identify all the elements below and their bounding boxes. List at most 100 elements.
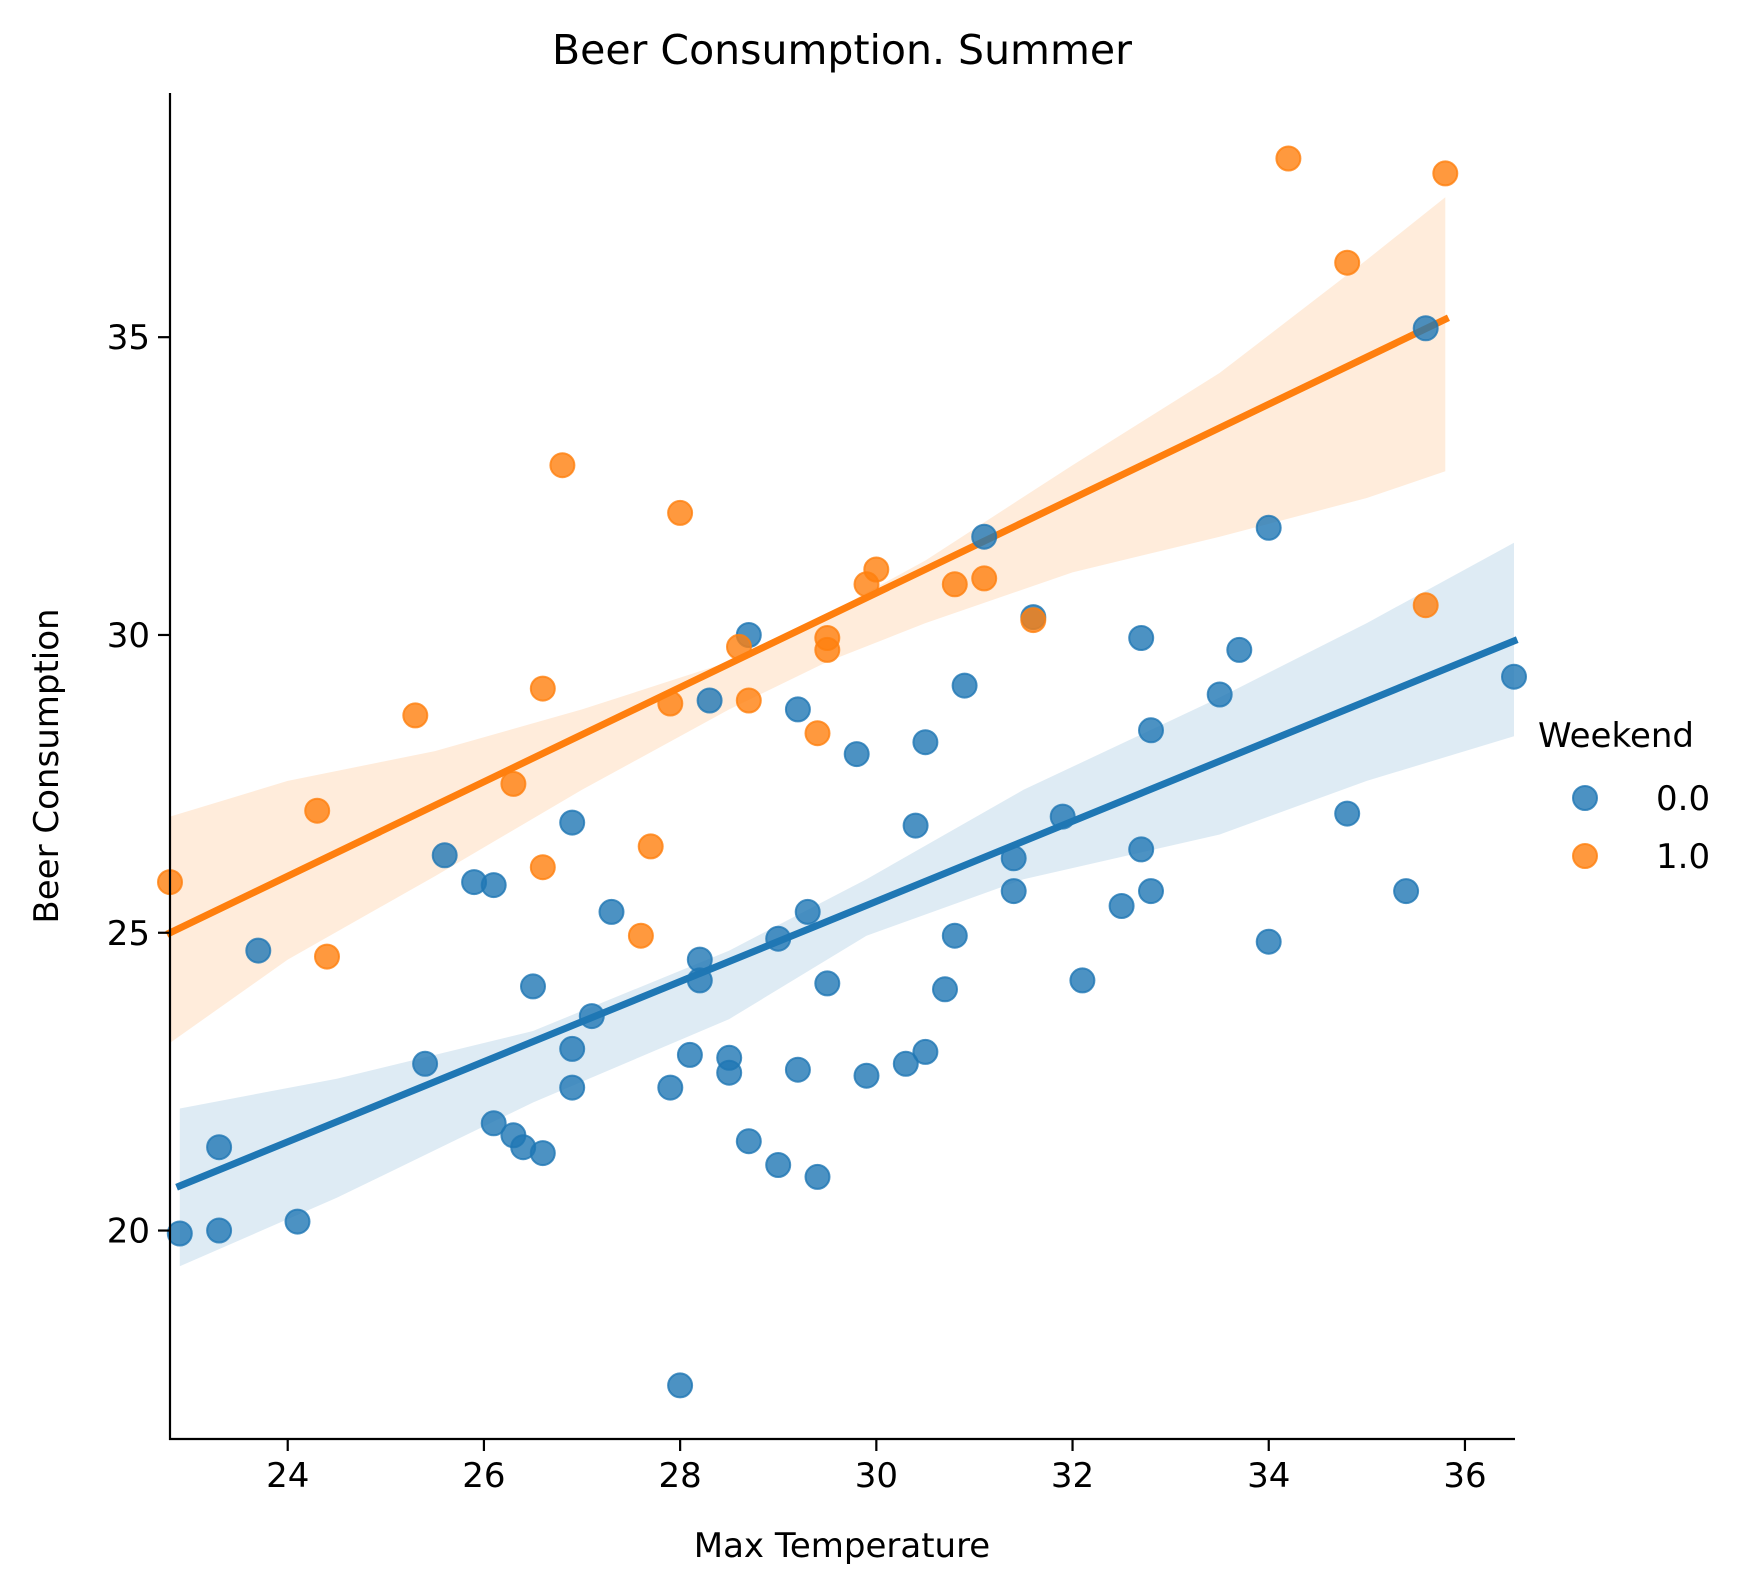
x-axis-label: Max Temperature	[694, 1526, 990, 1566]
data-point	[206, 1134, 233, 1161]
data-point	[304, 797, 331, 824]
regression-line-series-1	[165, 314, 1450, 938]
x-tick-label: 34	[1247, 1456, 1290, 1496]
x-tick-label: 32	[1051, 1456, 1094, 1496]
data-point	[765, 1152, 792, 1178]
data-point	[1393, 878, 1420, 905]
points-series-1	[157, 145, 1459, 970]
y-axis-ticks: 20 25 30 35	[107, 318, 170, 1252]
y-tick-label: 35	[107, 318, 150, 358]
data-point	[784, 696, 811, 723]
data-point	[814, 970, 841, 997]
legend-title: Weekend	[1538, 716, 1694, 756]
data-point	[1501, 663, 1527, 690]
data-point	[431, 842, 458, 869]
confidence-bands	[170, 197, 1514, 1267]
data-point	[765, 925, 792, 952]
data-point	[1412, 592, 1439, 619]
data-point	[1000, 845, 1027, 872]
data-point	[892, 1050, 919, 1077]
data-point	[814, 636, 841, 663]
data-point	[804, 720, 831, 747]
data-point	[1128, 836, 1155, 863]
data-point	[284, 1208, 311, 1235]
y-tick-label: 20	[107, 1212, 150, 1252]
data-point	[735, 687, 762, 714]
data-point	[166, 1220, 193, 1247]
data-point	[529, 1140, 556, 1167]
data-point	[520, 973, 546, 1000]
data-point	[902, 812, 929, 839]
data-point	[1334, 249, 1361, 276]
data-point	[716, 1059, 743, 1086]
data-point	[1206, 681, 1233, 708]
y-tick-label: 25	[107, 914, 150, 954]
data-point	[598, 898, 625, 925]
data-point	[735, 1128, 762, 1155]
data-point	[578, 1003, 605, 1030]
chart-title: Beer Consumption. Summer	[552, 26, 1132, 74]
data-point	[667, 1372, 694, 1399]
data-point	[412, 1050, 439, 1077]
data-point	[941, 571, 968, 598]
data-point	[794, 898, 821, 925]
data-point	[912, 729, 939, 756]
x-tick-label: 28	[658, 1456, 701, 1496]
data-point	[1108, 893, 1135, 919]
data-point	[500, 770, 527, 797]
y-tick-label: 30	[107, 616, 150, 656]
data-point	[726, 633, 752, 660]
plot-area	[157, 145, 1527, 1399]
data-point	[1138, 717, 1164, 744]
data-point	[804, 1163, 831, 1190]
legend-items: 0.01.0	[1572, 779, 1710, 877]
data-point	[863, 556, 890, 583]
data-point	[1000, 878, 1027, 905]
x-axis-ticks: 24 26 28 30 32 34 36	[266, 1439, 1487, 1496]
x-tick-label: 30	[855, 1456, 898, 1496]
data-point	[657, 690, 684, 717]
data-point	[951, 672, 978, 699]
data-point	[1255, 514, 1282, 541]
data-point	[559, 1074, 586, 1101]
data-point	[1432, 160, 1459, 187]
data-point	[912, 1038, 939, 1065]
data-point	[1069, 967, 1096, 994]
data-point	[1412, 315, 1439, 342]
data-point	[667, 499, 694, 526]
x-tick-label: 26	[462, 1456, 505, 1496]
ci-band-series-1	[170, 197, 1446, 1043]
data-point	[843, 741, 870, 768]
data-point	[1020, 607, 1047, 634]
data-point	[1128, 625, 1155, 651]
data-point	[1334, 800, 1361, 827]
data-point	[1138, 878, 1164, 905]
data-point	[971, 523, 998, 550]
regression-lines	[165, 314, 1519, 1191]
data-point	[784, 1056, 811, 1083]
data-point	[853, 1062, 880, 1089]
data-point	[559, 809, 586, 836]
data-point	[206, 1217, 233, 1244]
data-point	[480, 872, 507, 899]
ci-band-series-0	[179, 542, 1514, 1267]
data-points	[157, 145, 1527, 1399]
y-axis-label: Beer Consumption	[27, 608, 67, 923]
data-point	[1226, 636, 1253, 663]
data-point	[657, 1074, 684, 1101]
legend-marker	[1572, 843, 1598, 869]
legend-marker	[1572, 785, 1598, 811]
data-point	[637, 833, 664, 860]
data-point	[480, 1110, 507, 1137]
regression-line-series-0	[175, 636, 1519, 1191]
data-point	[245, 937, 272, 964]
data-point	[627, 922, 654, 949]
legend-label: 0.0	[1656, 779, 1710, 819]
x-tick-label: 24	[266, 1456, 309, 1496]
legend: Weekend 0.01.0	[1538, 716, 1710, 877]
data-point	[549, 452, 576, 479]
data-point	[529, 854, 556, 881]
data-point	[402, 702, 429, 729]
data-point	[676, 1041, 703, 1068]
